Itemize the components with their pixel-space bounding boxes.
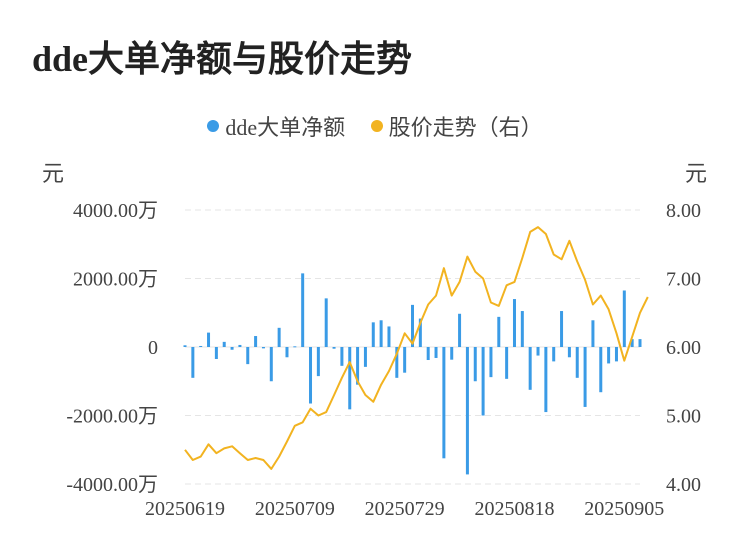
right-tick-label-0: 4.00	[666, 474, 701, 496]
bar-3	[207, 332, 211, 347]
left-tick-label-3: 2000.00万	[73, 269, 158, 291]
bar-19	[332, 347, 336, 349]
bar-31	[426, 347, 430, 361]
bar-52	[591, 320, 595, 347]
bar-35	[458, 313, 462, 347]
legend-bar-marker	[207, 120, 220, 132]
right-tick-label-4: 8.00	[666, 200, 701, 222]
bar-24	[371, 322, 375, 347]
bar-30	[418, 318, 422, 347]
bar-0	[183, 345, 187, 347]
right-tick-label-2: 6.00	[666, 337, 701, 359]
x-tick-label-1: 20250709	[255, 498, 335, 520]
legend: dde大单净额 股价走势（右）	[0, 110, 750, 142]
right-tick-label-1: 5.00	[666, 406, 701, 428]
line-series	[184, 226, 649, 470]
left-axis-unit: 元	[42, 161, 65, 186]
x-tick-label-3: 20250818	[474, 498, 554, 520]
bar-2	[199, 345, 203, 347]
bar-series	[183, 273, 642, 475]
bar-38	[481, 347, 485, 416]
bar-9	[254, 336, 258, 347]
bar-16	[309, 347, 313, 404]
legend-line-label: 股价走势（右）	[388, 115, 543, 140]
bar-32	[434, 347, 438, 358]
bar-51	[583, 347, 587, 407]
bar-6	[230, 347, 234, 350]
legend-bar-label: dde大单净额	[225, 115, 346, 140]
bar-42	[512, 299, 516, 347]
legend-item-line[interactable]: 股价走势（右）	[370, 110, 543, 142]
left-tick-label-0: -4000.00万	[66, 474, 158, 496]
bar-11	[269, 347, 273, 382]
bar-54	[607, 347, 611, 364]
bar-7	[238, 344, 242, 347]
bar-23	[363, 347, 367, 367]
bar-5	[222, 341, 226, 347]
bar-39	[489, 347, 493, 378]
left-tick-label-2: 0	[148, 337, 158, 359]
x-tick-label-0: 20250619	[145, 498, 225, 520]
bar-22	[356, 347, 360, 385]
bar-12	[277, 327, 281, 347]
bar-57	[630, 339, 634, 347]
bar-25	[379, 320, 383, 347]
bar-56	[622, 290, 626, 347]
bar-37	[473, 347, 477, 382]
bar-8	[246, 347, 250, 365]
bar-48	[560, 311, 564, 347]
bar-27	[395, 347, 399, 378]
bar-36	[465, 347, 469, 475]
bar-15	[301, 273, 305, 347]
bar-34	[450, 347, 454, 360]
right-tick-label-3: 7.00	[666, 269, 701, 291]
price-line	[184, 226, 649, 470]
bar-45	[536, 347, 540, 356]
bar-44	[528, 347, 532, 390]
bar-41	[505, 347, 509, 379]
left-tick-label-1: -2000.00万	[66, 406, 158, 428]
bar-53	[599, 347, 603, 393]
bar-26	[387, 326, 391, 347]
bar-50	[575, 347, 579, 378]
bar-55	[614, 347, 618, 362]
bar-40	[497, 316, 501, 347]
bar-43	[520, 311, 524, 347]
bar-47	[552, 347, 556, 362]
bar-13	[285, 347, 289, 358]
bar-4	[214, 347, 218, 359]
bar-58	[638, 339, 642, 347]
bar-20	[340, 347, 344, 366]
x-tick-label-2: 20250729	[365, 498, 445, 520]
chart-title: dde大单净额与股价走势	[32, 39, 413, 79]
bar-18	[324, 298, 328, 347]
axis-labels: -4000.00万 -2000.00万 0 2000.00万 4000.00万 4.00 5…	[66, 200, 701, 520]
bar-33	[442, 347, 446, 459]
bar-21	[348, 347, 352, 410]
bar-14	[293, 346, 297, 348]
x-tick-label-4: 20250905	[584, 498, 664, 520]
bar-46	[544, 347, 548, 413]
left-tick-label-4: 4000.00万	[73, 200, 158, 222]
bar-10	[261, 347, 265, 349]
bar-17	[316, 347, 320, 377]
bar-49	[567, 347, 571, 358]
legend-line-marker	[370, 120, 383, 132]
bar-29	[411, 304, 414, 347]
bar-28	[403, 347, 407, 373]
right-axis-unit: 元	[685, 161, 708, 186]
bar-1	[191, 347, 195, 378]
legend-item-bar[interactable]: dde大单净额	[207, 110, 345, 142]
